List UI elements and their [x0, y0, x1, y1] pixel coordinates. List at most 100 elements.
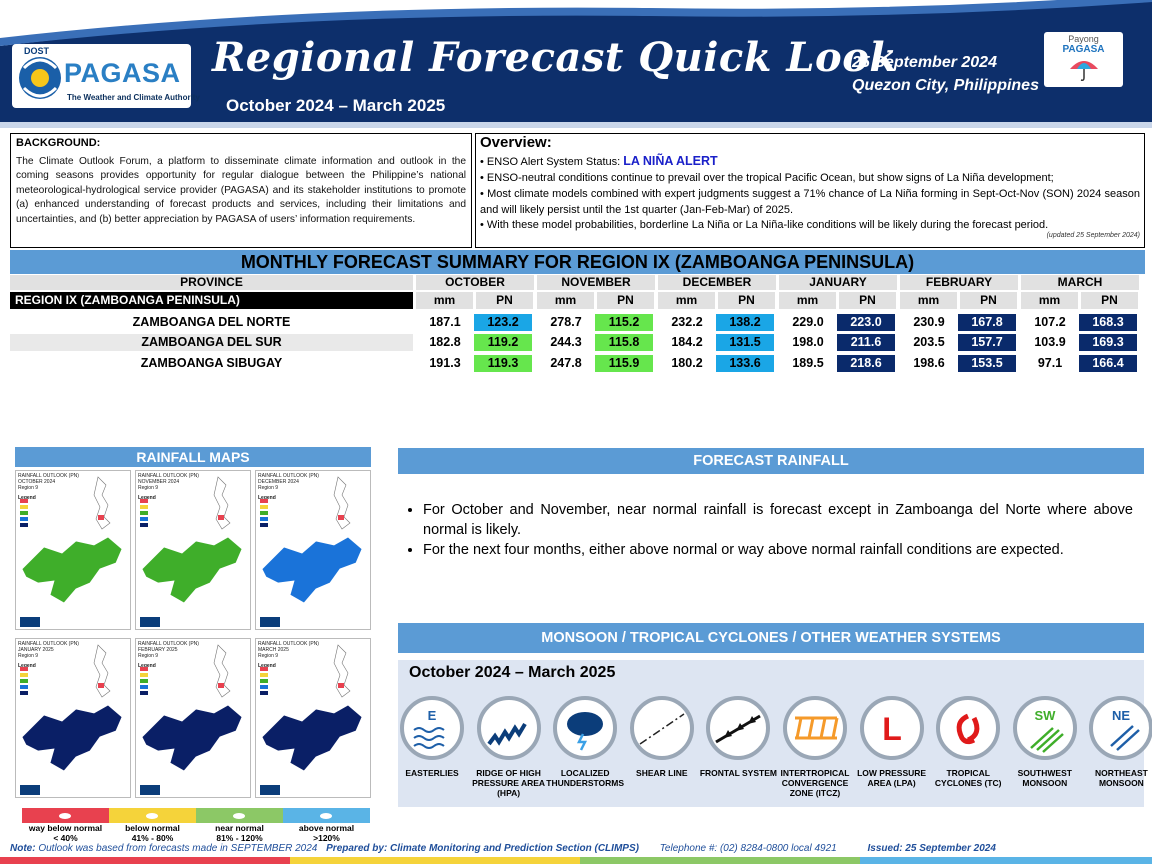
map-region: Region 9	[138, 485, 159, 491]
month-header: JANUARY	[779, 275, 897, 290]
forecast-bullet-1: For October and November, near normal ra…	[423, 500, 1133, 540]
map-month: JANUARY 2025	[18, 647, 54, 653]
svg-text:L: L	[882, 711, 902, 747]
mm-subheader: mm	[416, 292, 473, 309]
weather-system-label: INTERTROPICAL CONVERGENCE ZONE (ITCZ)	[780, 768, 850, 798]
rainfall-map: RAINFALL OUTLOOK (PN) OCTOBER 2024 Region …	[15, 470, 131, 630]
mm-value: 97.1	[1037, 356, 1063, 370]
province-name: ZAMBOANGA DEL NORTE	[132, 315, 291, 329]
icon-glyph: SW	[1034, 708, 1056, 723]
pn-value: 218.6	[837, 355, 895, 372]
legend-range: >120%	[313, 833, 340, 843]
weather-system-label: SHEAR LINE	[636, 768, 688, 778]
weather-system-label: NORTHEAST MONSOON	[1094, 768, 1148, 788]
footer-prepared: Prepared by: Climate Monitoring and Pred…	[326, 843, 639, 854]
weather-system-label: LOW PRESSURE AREA (LPA)	[857, 768, 927, 788]
map-region: Region 9	[258, 485, 279, 491]
cloud-icon	[320, 813, 332, 819]
southwest-monsoon-icon: SW	[1012, 696, 1077, 760]
icon-glyph: NE	[1112, 708, 1130, 723]
map-month: MARCH 2025	[258, 647, 289, 653]
enso-status: • ENSO Alert System Status: LA NIÑA ALER…	[480, 153, 1140, 170]
cloud-icon	[146, 813, 158, 819]
legend-category: below normal	[125, 823, 180, 833]
weather-system-label: FRONTAL SYSTEM	[699, 768, 777, 778]
province-header: PROVINCE	[10, 275, 413, 290]
pn-value: 115.8	[595, 334, 653, 351]
mm-value: 229.0	[792, 315, 824, 329]
month-header: DECEMBER	[658, 275, 776, 290]
legend-swatch	[22, 808, 109, 823]
pn-value: 131.5	[716, 334, 774, 351]
forecast-rainfall-title: FORECAST RAINFALL	[398, 448, 1144, 474]
rainfall-maps-title: RAINFALL MAPS	[15, 447, 371, 467]
footer-issued: Issued: 25 September 2024	[867, 843, 996, 854]
mm-value: 187.1	[429, 315, 461, 329]
mm-value: 180.2	[671, 356, 703, 370]
footer: Note: Outlook was based from forecasts m…	[10, 843, 1150, 854]
map-month: OCTOBER 2024	[18, 479, 56, 485]
overview-title: Overview:	[480, 134, 552, 151]
mm-value: 189.5	[792, 356, 824, 370]
pn-value: 167.8	[958, 314, 1016, 331]
rainfall-map: RAINFALL OUTLOOK (PN) FEBRUARY 2025 Region…	[135, 638, 251, 798]
mm-value: 182.8	[429, 335, 461, 349]
page-title: Regional Forecast Quick Look	[212, 34, 898, 81]
legend-label: way below normal < 40%	[22, 823, 109, 843]
background-title: BACKGROUND:	[16, 137, 101, 149]
enso-status-label: • ENSO Alert System Status:	[480, 156, 624, 168]
weather-system-label: SOUTHWEST MONSOON	[1017, 768, 1072, 788]
pn-subheader: PN	[476, 292, 533, 309]
table-title: MONTHLY FORECAST SUMMARY FOR REGION IX (…	[10, 250, 1145, 274]
cloud-icon	[59, 813, 71, 819]
legend-label: above normal >120%	[283, 823, 370, 843]
rainfall-map: RAINFALL OUTLOOK (PN) MARCH 2025 Region 9 L…	[255, 638, 371, 798]
payong-name: PAGASA	[1062, 44, 1105, 55]
mm-value: 184.2	[671, 335, 703, 349]
umbrella-icon	[1069, 61, 1098, 81]
pn-value: 223.0	[837, 314, 895, 331]
weather-system-label: TROPICAL CYCLONES (TC)	[934, 768, 1002, 788]
overview-line-1: • ENSO-neutral conditions continue to pr…	[480, 172, 1054, 184]
pn-value: 153.5	[958, 355, 1016, 372]
legend-range: < 40%	[53, 833, 78, 843]
pn-subheader: PN	[960, 292, 1017, 309]
ridge-icon	[476, 696, 541, 760]
easterlies-icon: E	[400, 696, 464, 760]
mm-value: 107.2	[1034, 315, 1066, 329]
mm-value: 230.9	[913, 315, 945, 329]
pn-value: 166.4	[1079, 355, 1137, 372]
mm-value: 244.3	[550, 335, 582, 349]
map-legend-title: Legend	[258, 495, 276, 501]
mm-subheader: mm	[658, 292, 715, 309]
mm-value: 191.3	[429, 356, 461, 370]
pagasa-wordmark: PAGASA	[64, 58, 181, 88]
map-title: RAINFALL OUTLOOK (PN)	[258, 473, 319, 479]
shear-line-icon	[629, 696, 694, 760]
overview-line-2: • Most climate models combined with expe…	[480, 188, 1140, 216]
map-region: Region 9	[18, 485, 39, 491]
mm-value: 278.7	[550, 315, 582, 329]
issue-date: 25 September 2024	[852, 54, 997, 71]
thunderstorm-icon	[553, 696, 618, 760]
mm-value: 232.2	[671, 315, 703, 329]
row-shade	[10, 334, 413, 351]
map-title: RAINFALL OUTLOOK (PN)	[138, 641, 199, 647]
forecast-rainfall-list: For October and November, near normal ra…	[405, 500, 1133, 560]
header-banner	[0, 0, 1152, 128]
overview-line-3: • With these model probabilities, border…	[480, 219, 1049, 231]
pn-value: 169.3	[1079, 334, 1137, 351]
mm-subheader: mm	[779, 292, 836, 309]
icon-glyph: E	[428, 708, 437, 723]
pn-value: 168.3	[1079, 314, 1137, 331]
month-header: MARCH	[1021, 275, 1139, 290]
lpa-icon: L	[859, 696, 924, 760]
legend-swatch	[283, 808, 370, 823]
map-shape	[260, 644, 363, 795]
legend-category: near normal	[215, 823, 264, 833]
background-panel: BACKGROUND: The Climate Outlook Forum, a…	[10, 133, 472, 248]
tropical-cyclone-icon	[936, 696, 1001, 760]
pn-value: 119.3	[474, 355, 532, 372]
map-legend-title: Legend	[138, 663, 156, 669]
mm-value: 247.8	[550, 356, 582, 370]
